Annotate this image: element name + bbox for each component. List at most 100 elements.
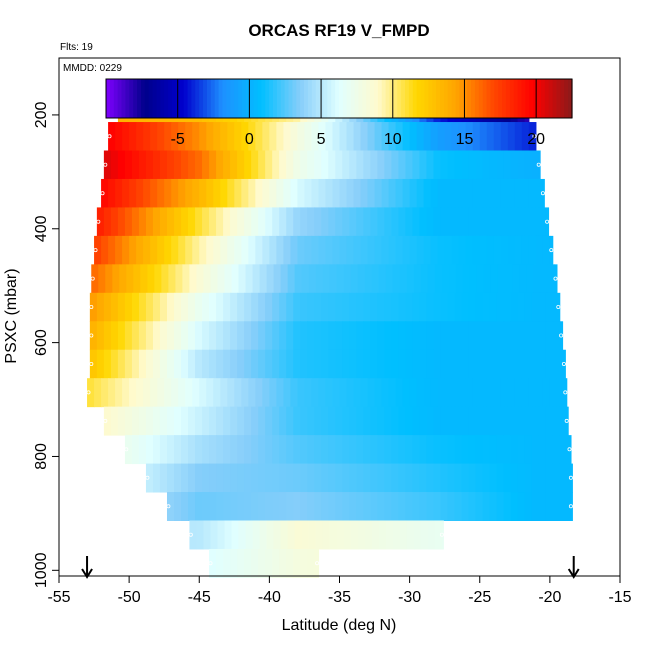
heatmap-cell [517, 292, 526, 322]
heatmap-cell [391, 463, 399, 493]
heatmap-cell [377, 406, 385, 436]
heatmap-cell [377, 321, 385, 351]
heatmap-cell [427, 264, 436, 294]
heatmap-cell [293, 150, 301, 180]
heatmap-cell [423, 378, 432, 408]
heatmap-cell [307, 292, 315, 322]
heatmap-cell [117, 150, 126, 180]
heatmap-cell [419, 292, 428, 322]
colorbar-segment [218, 79, 224, 118]
colorbar-segment [179, 79, 185, 118]
heatmap-cell [349, 435, 357, 465]
heatmap-cell [255, 122, 263, 151]
colorbar-segment [125, 79, 130, 118]
track-marker [564, 418, 569, 423]
heatmap-cell [356, 463, 364, 493]
heatmap-cell [265, 492, 273, 521]
heatmap-cell [335, 463, 343, 493]
heatmap-cell [503, 207, 512, 237]
heatmap-cell [517, 463, 526, 493]
heatmap-cell [392, 520, 401, 550]
heatmap-cell [444, 235, 453, 265]
heatmap-cell [440, 207, 449, 237]
heatmap-cell [314, 548, 320, 578]
colorbar-segment [203, 79, 208, 118]
colorbar-segment [133, 79, 138, 118]
heatmap-cell [531, 435, 540, 465]
heatmap-cell [178, 235, 186, 265]
heatmap-cell [101, 235, 109, 265]
heatmap-cell [363, 207, 371, 237]
heatmap-cell [346, 378, 355, 408]
heatmap-cell [279, 349, 287, 379]
track-marker [166, 504, 171, 509]
heatmap-cell [489, 321, 498, 351]
heatmap-cell [398, 150, 407, 180]
heatmap-cell [461, 292, 470, 322]
heatmap-cell [489, 150, 498, 180]
heatmap-cell [447, 463, 456, 493]
heatmap-cell [426, 207, 435, 237]
heatmap-cell [262, 378, 270, 408]
heatmap-cell [122, 178, 130, 208]
heatmap-cell [465, 378, 474, 408]
heatmap-cell [384, 406, 392, 436]
heatmap-cell [419, 492, 428, 521]
heatmap-cell [566, 492, 573, 521]
heatmap-cell [315, 520, 324, 550]
heatmap-cell [216, 548, 224, 578]
heatmap-cell [374, 178, 383, 208]
heatmap-cell [440, 463, 449, 493]
heatmap-cell [241, 122, 249, 151]
heatmap-cell [266, 520, 275, 550]
heatmap-cell [321, 463, 329, 493]
heatmap-cell [454, 435, 463, 465]
heatmap-cell [497, 264, 506, 294]
heatmap-cell [89, 349, 98, 379]
heatmap-cell [381, 122, 390, 151]
heatmap-cell [286, 492, 294, 521]
heatmap-cell [286, 150, 294, 180]
heatmap-cell [311, 235, 320, 265]
heatmap-cell [559, 463, 568, 493]
heatmap-cell [388, 235, 397, 265]
heatmap-cell [377, 349, 385, 379]
heatmap-cell [329, 520, 338, 550]
heatmap-cell [166, 406, 175, 436]
colorbar-segment [121, 79, 127, 118]
heatmap-cell [458, 122, 467, 151]
heatmap-cell [566, 435, 572, 465]
heatmap-cell [517, 435, 526, 465]
colorbar-segment [152, 79, 158, 118]
heatmap-cell [395, 235, 404, 265]
heatmap-cell [108, 235, 116, 265]
heatmap-cell [276, 235, 284, 265]
heatmap-cell [129, 122, 137, 151]
heatmap-cell [398, 321, 407, 351]
heatmap-cell [409, 378, 418, 408]
heatmap-cell [545, 349, 554, 379]
heatmap-cell [182, 264, 191, 294]
colorbar-segment [467, 79, 472, 118]
heatmap-cell [556, 378, 565, 408]
heatmap-cell [166, 292, 175, 322]
colorbar-tick-label: 15 [456, 131, 474, 148]
heatmap-cell [524, 150, 533, 180]
heatmap-cell [524, 292, 533, 322]
heatmap-cell [213, 178, 221, 208]
heatmap-cell [399, 520, 408, 550]
colorbar-segment [137, 79, 142, 118]
heatmap-cell [110, 150, 119, 180]
heatmap-cell [423, 235, 432, 265]
heatmap-cell [230, 492, 238, 521]
heatmap-cell [152, 349, 161, 379]
heatmap-cell [307, 463, 315, 493]
heatmap-cell [441, 264, 450, 294]
heatmap-cell [447, 207, 456, 237]
heatmap-cell [138, 406, 147, 436]
heatmap-cell [301, 264, 310, 294]
heatmap-cell [349, 207, 357, 237]
colorbar-segment [187, 79, 193, 118]
heatmap-cell [335, 435, 343, 465]
heatmap-cell [454, 406, 463, 436]
